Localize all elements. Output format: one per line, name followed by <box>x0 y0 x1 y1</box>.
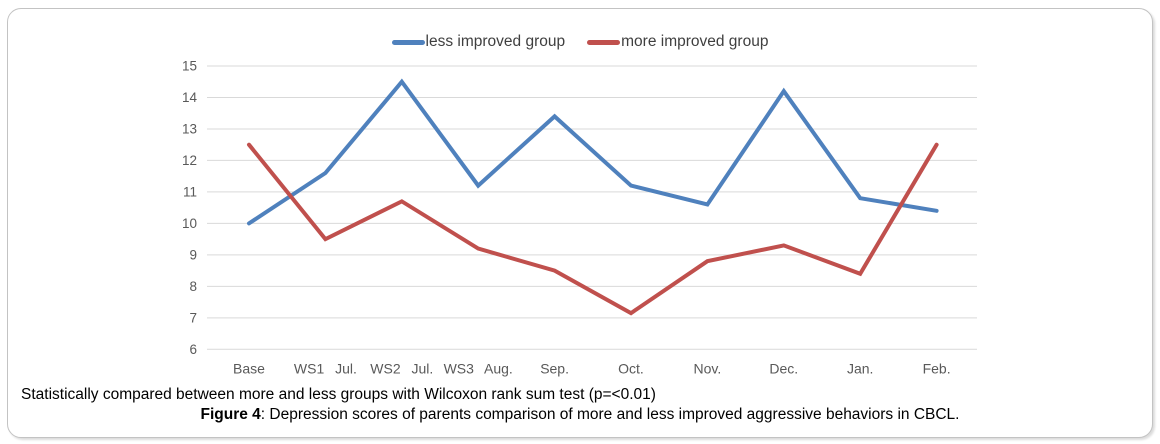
legend-label-less-improved: less improved group <box>425 33 566 50</box>
x-tick-label: Nov. <box>694 360 722 376</box>
y-tick-label: 9 <box>189 247 197 262</box>
series-line-1 <box>247 142 939 316</box>
y-tick-label: 7 <box>189 310 197 325</box>
legend-item-more-improved: more improved group <box>587 33 768 51</box>
caption-figure-line: Figure 4: Depression scores of parents c… <box>21 405 1139 425</box>
legend-item-less-improved: less improved group <box>391 33 566 51</box>
y-tick-label: 10 <box>182 216 197 231</box>
figure-text: : Depression scores of parents compariso… <box>260 405 960 423</box>
legend-label-more-improved: more improved group <box>621 33 769 50</box>
series-line-0 <box>247 78 939 226</box>
x-tick-label: WS1 Jul. <box>294 360 357 376</box>
y-tick-label: 6 <box>189 342 197 357</box>
x-tick-label: Feb. <box>923 360 951 376</box>
caption-stats-note: Statistically compared between more and … <box>21 386 656 403</box>
x-tick-label: Dec. <box>769 360 798 376</box>
figure-label: Figure 4 <box>200 405 261 423</box>
figure-caption: Statistically compared between more and … <box>21 385 1139 424</box>
y-tick-label: 12 <box>182 153 197 168</box>
x-tick-label: Sep. <box>540 360 569 376</box>
x-tick-label: WS3 Aug. <box>444 360 513 376</box>
y-tick-label: 8 <box>189 279 197 294</box>
x-tick-label: Oct. <box>618 360 644 376</box>
y-tick-label: 14 <box>182 90 198 105</box>
legend-line-swatch-blue <box>391 39 425 45</box>
chart-panel: less improved group more improved group … <box>7 8 1153 438</box>
legend-line-swatch-red <box>587 39 621 45</box>
x-tick-label: WS2 Jul. <box>370 360 433 376</box>
chart-legend: less improved group more improved group <box>8 32 1152 52</box>
y-tick-label: 11 <box>183 184 197 199</box>
y-tick-label: 13 <box>182 121 197 136</box>
x-tick-label: Jan. <box>847 360 873 376</box>
x-tick-label: Base <box>233 360 265 376</box>
y-tick-label: 15 <box>182 59 197 74</box>
line-chart: 6 7 8 9 10 11 12 13 14 15 Base WS1 Jul. WS2 Jul. WS3 … <box>182 59 977 376</box>
